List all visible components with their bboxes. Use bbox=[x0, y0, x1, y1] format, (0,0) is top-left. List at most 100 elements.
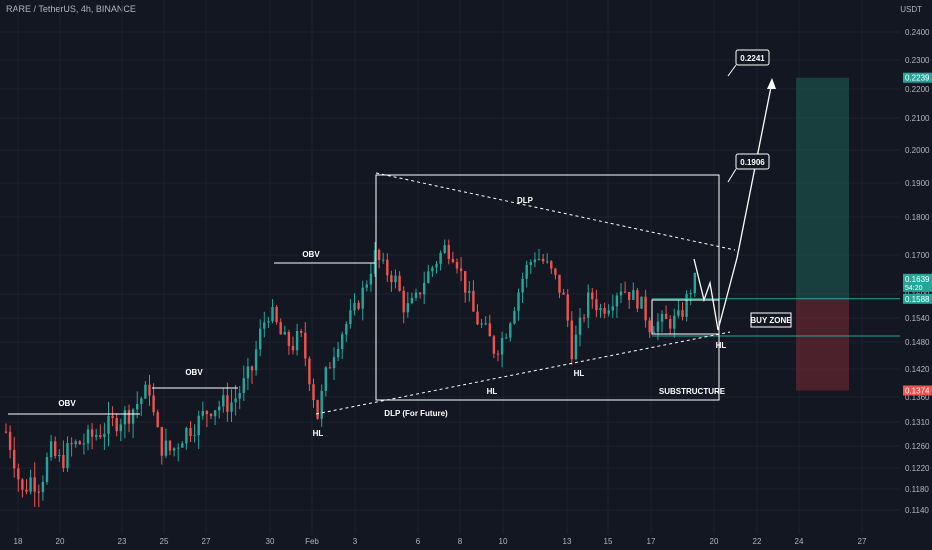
candle-body bbox=[533, 259, 537, 263]
x-tick-label: 3 bbox=[353, 537, 358, 546]
candle-body bbox=[390, 275, 393, 283]
y-tick-label: 0.2000 bbox=[905, 146, 930, 155]
dlp-label: DLP bbox=[517, 196, 534, 205]
candle-body bbox=[447, 245, 450, 259]
candle-body bbox=[394, 275, 397, 283]
x-tick-label: 18 bbox=[14, 537, 23, 546]
candle-body bbox=[271, 307, 274, 322]
candle-body bbox=[21, 479, 24, 490]
candle-body bbox=[373, 250, 377, 274]
y-tick-label: 0.1140 bbox=[905, 506, 929, 515]
price-tag-label: 0.1588 bbox=[905, 295, 930, 304]
candle-body bbox=[398, 275, 401, 291]
candle-body bbox=[410, 297, 414, 304]
candle-body bbox=[529, 262, 532, 265]
candle-body bbox=[623, 291, 627, 293]
candle-body bbox=[603, 307, 606, 314]
x-tick-label: 24 bbox=[795, 537, 804, 546]
candle-body bbox=[513, 310, 516, 324]
candle-body bbox=[582, 317, 586, 319]
candle-body bbox=[500, 338, 504, 355]
candle-body bbox=[431, 267, 434, 272]
y-tick-label: 0.1900 bbox=[905, 179, 930, 188]
candle-body bbox=[517, 292, 520, 311]
candle-body bbox=[619, 291, 623, 296]
x-tick-label: 22 bbox=[753, 537, 762, 546]
price-tag-label: 0.1639 bbox=[905, 275, 930, 284]
candle-body bbox=[660, 313, 664, 322]
y-tick-label: 0.1420 bbox=[905, 365, 930, 374]
candle-body bbox=[37, 491, 40, 493]
candle-body bbox=[693, 272, 696, 294]
candle-body bbox=[275, 307, 278, 323]
candle-body bbox=[45, 457, 49, 482]
candle-body bbox=[357, 302, 360, 309]
target-callout-2-pointer bbox=[727, 64, 737, 77]
candle-body bbox=[86, 429, 90, 444]
candle-body bbox=[496, 353, 500, 355]
dlp-line bbox=[375, 172, 736, 251]
candle-body bbox=[238, 393, 241, 399]
candle-body bbox=[656, 321, 660, 332]
price-tag bbox=[903, 72, 932, 83]
candle-body bbox=[33, 477, 36, 492]
candle-body bbox=[90, 429, 94, 437]
candle-body bbox=[300, 331, 303, 333]
candle-body bbox=[17, 468, 20, 480]
candle-body bbox=[181, 443, 184, 448]
obv-label-2: OBV bbox=[185, 368, 203, 377]
candle-body bbox=[505, 337, 508, 339]
candle-body bbox=[341, 334, 344, 350]
dlp-future-line bbox=[315, 331, 731, 415]
candle-body bbox=[324, 367, 327, 391]
x-tick-label: 8 bbox=[458, 537, 463, 546]
candle-body bbox=[242, 378, 245, 394]
candle-body bbox=[632, 290, 635, 300]
candle-body bbox=[103, 433, 106, 438]
candle-body bbox=[8, 431, 12, 450]
candle-body bbox=[689, 293, 692, 295]
y-tick-label: 0.1220 bbox=[905, 464, 930, 473]
candle-body bbox=[664, 313, 668, 320]
time-axis: 18 20 23 25 27 30 Feb 3 6 8 10 13 15 17 20 22 24 27 bbox=[14, 537, 867, 546]
candle-body bbox=[49, 441, 53, 458]
candle-body bbox=[673, 315, 676, 329]
candle-body bbox=[615, 295, 619, 307]
candle-body bbox=[287, 331, 291, 346]
candle-body bbox=[480, 323, 483, 325]
candle-body bbox=[54, 441, 57, 457]
candle-body bbox=[62, 454, 65, 469]
y-tick-label: 0.1360 bbox=[905, 393, 930, 402]
candle-body bbox=[566, 294, 569, 321]
candle-body bbox=[148, 384, 151, 396]
price-tag bbox=[903, 273, 932, 292]
candle-body bbox=[562, 292, 565, 295]
candles bbox=[4, 239, 696, 508]
candle-body bbox=[685, 294, 688, 317]
hl-label-3: HL bbox=[574, 369, 585, 378]
price-axis: 0.2400 0.2300 0.2200 0.2100 0.2000 0.1900 0.18… bbox=[903, 28, 932, 515]
candle-body bbox=[4, 431, 8, 433]
candle-body bbox=[554, 268, 557, 275]
candle-body bbox=[365, 284, 368, 288]
dlp-future-label: DLP (For Future) bbox=[384, 409, 448, 418]
target-zone bbox=[796, 77, 849, 299]
y-tick-label: 0.1260 bbox=[905, 442, 930, 451]
projection-path bbox=[693, 81, 773, 331]
y-tick-label: 0.1180 bbox=[905, 485, 929, 494]
candle-body bbox=[218, 406, 221, 411]
candle-body bbox=[119, 424, 122, 432]
price-tag-label: 0.2239 bbox=[905, 74, 930, 83]
candle-body bbox=[131, 409, 135, 424]
y-tick-label: 0.1540 bbox=[905, 314, 930, 323]
obv-label-3: OBV bbox=[302, 250, 320, 259]
candle-body bbox=[427, 271, 430, 283]
candle-body bbox=[386, 259, 389, 276]
candle-body bbox=[435, 263, 438, 268]
candle-body bbox=[99, 435, 102, 438]
candle-body bbox=[234, 398, 237, 403]
price-tag bbox=[903, 385, 932, 396]
candle-body bbox=[201, 411, 204, 416]
candle-body bbox=[156, 412, 159, 428]
